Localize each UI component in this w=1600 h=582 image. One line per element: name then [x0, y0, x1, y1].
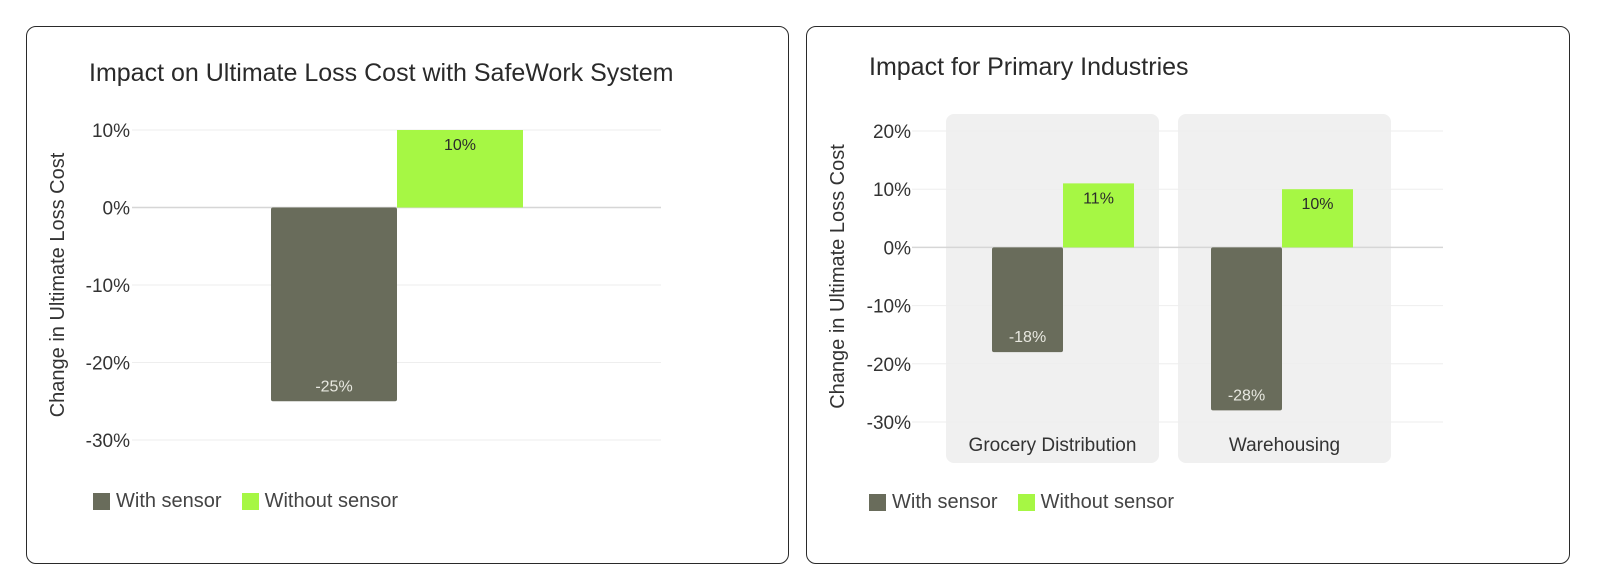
legend: With sensor Without sensor — [869, 491, 1194, 514]
chart-panel-overall: Impact on Ultimate Loss Cost with SafeWo… — [26, 26, 789, 564]
data-label: 10% — [444, 137, 476, 154]
chart-panel-industries: Impact for Primary Industries 20% 10% 0% -1… — [806, 26, 1570, 564]
legend-label: With sensor — [892, 491, 998, 513]
y-tick-label: 10% — [92, 121, 130, 142]
y-tick-label: -20% — [867, 355, 911, 376]
x-category-label: Warehousing — [1229, 435, 1340, 456]
data-label: 10% — [1301, 196, 1333, 213]
chart-title: Impact on Ultimate Loss Cost with SafeWo… — [89, 59, 674, 87]
bar-with-sensor — [271, 207, 397, 402]
x-category-label: Grocery Distribution — [969, 435, 1137, 456]
data-label: 11% — [1083, 190, 1114, 207]
y-tick-label: 0% — [103, 199, 131, 220]
legend: With sensor Without sensor — [93, 490, 418, 513]
y-tick-label: 20% — [873, 122, 911, 143]
legend-item-with-sensor: With sensor — [869, 491, 998, 514]
bar-without-sensor — [1282, 189, 1353, 248]
legend-swatch-without-sensor — [1017, 494, 1035, 511]
legend-label: With sensor — [116, 490, 222, 512]
bar-without-sensor — [1063, 183, 1134, 248]
y-tick-label: -10% — [86, 276, 130, 297]
legend-item-without-sensor: Without sensor — [241, 490, 398, 513]
bar-with-sensor — [1211, 247, 1282, 411]
y-tick-label: -20% — [86, 354, 130, 375]
data-label: -28% — [1228, 387, 1265, 404]
y-tick-label: -30% — [86, 431, 130, 452]
bar-chart-overall: 10% 0% -10% -20% -30% Change in Ultimate Loss… — [47, 121, 661, 452]
y-axis-label: Change in Ultimate Loss Cost — [827, 144, 849, 409]
data-label: -18% — [1009, 329, 1046, 346]
legend-label: Without sensor — [1040, 491, 1174, 513]
legend-swatch-without-sensor — [241, 493, 259, 510]
chart-title: Impact for Primary Industries — [869, 53, 1189, 81]
y-tick-label: -10% — [867, 297, 911, 318]
legend-swatch-with-sensor — [869, 494, 886, 511]
y-axis-label: Change in Ultimate Loss Cost — [47, 152, 69, 417]
y-tick-label: 10% — [873, 180, 911, 201]
legend-item-without-sensor: Without sensor — [1017, 491, 1174, 514]
legend-swatch-with-sensor — [93, 493, 110, 510]
legend-label: Without sensor — [264, 490, 398, 512]
category-group-background — [1178, 114, 1391, 463]
bar-chart-industries: 20% 10% 0% -10% -20% -30% Change in Ultimate L… — [827, 114, 1443, 463]
data-label: -25% — [315, 378, 352, 395]
bar-with-sensor — [992, 247, 1063, 353]
legend-item-with-sensor: With sensor — [93, 490, 222, 513]
bar-without-sensor — [397, 130, 523, 208]
y-tick-label: 0% — [884, 238, 912, 259]
y-tick-label: -30% — [867, 413, 911, 434]
